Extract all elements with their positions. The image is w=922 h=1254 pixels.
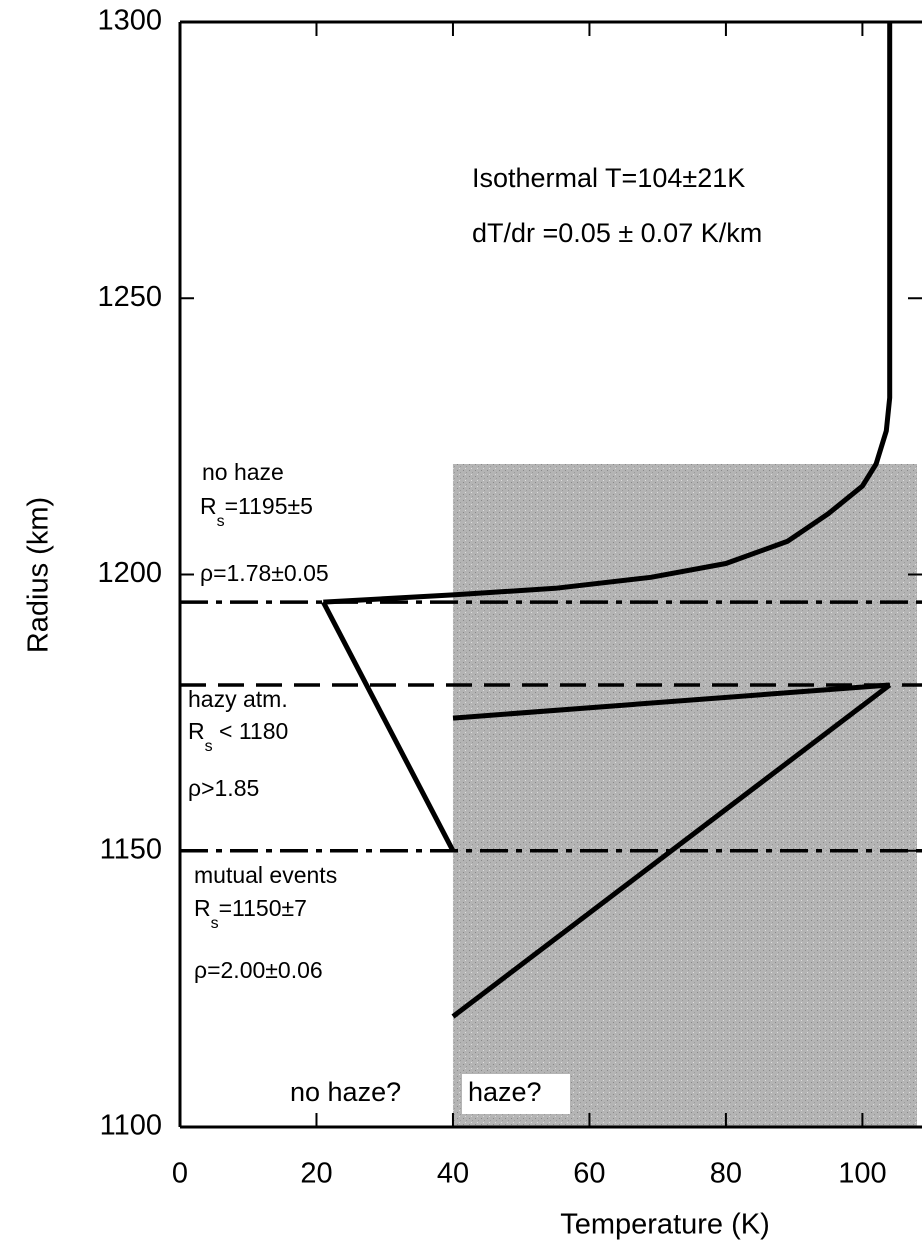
- annotation: ρ>1.85: [188, 775, 259, 801]
- annotation-rest: < 1180: [213, 718, 289, 744]
- x-tick-label: 100: [838, 1158, 886, 1190]
- annotation: Rs < 1180: [188, 718, 288, 755]
- annotation: no haze: [202, 459, 284, 485]
- annotation-text: no haze: [202, 459, 284, 485]
- annotation: mutual events: [194, 862, 337, 888]
- annotation: Isothermal T=104±21K: [472, 163, 745, 193]
- y-tick-label: 1200: [97, 557, 162, 589]
- annotation: haze?: [468, 1077, 542, 1107]
- annotation-subscript: s: [217, 513, 225, 530]
- annotation-text: hazy atm.: [188, 686, 288, 712]
- profile-line: [321, 600, 456, 852]
- annotation: Rs=1195±5: [200, 493, 313, 530]
- annotation: Rs=1150±7: [194, 895, 307, 932]
- annotation-text: Isothermal T=104±21K: [472, 163, 745, 193]
- x-tick-label: 20: [300, 1158, 332, 1190]
- profile-line: [323, 22, 893, 605]
- y-tick-label: 1150: [100, 833, 162, 865]
- annotation-subscript: s: [205, 738, 213, 755]
- annotation-text: no haze?: [290, 1077, 401, 1107]
- x-axis-label: Temperature (K): [560, 1209, 770, 1241]
- annotation-text: dT/dr =0.05 ± 0.07 K/km: [472, 218, 762, 248]
- x-tick-label: 80: [710, 1158, 742, 1190]
- annotation: ρ=2.00±0.06: [194, 957, 323, 983]
- annotation: hazy atm.: [188, 686, 288, 712]
- y-tick-label: 1250: [97, 281, 162, 313]
- haze-texture: [452, 464, 917, 1127]
- annotation-text: R: [194, 895, 211, 921]
- annotation-text: haze?: [468, 1077, 542, 1107]
- annotation-text: ρ>1.85: [188, 775, 259, 801]
- annotation-text: R: [200, 493, 217, 519]
- annotation-text: R: [188, 718, 205, 744]
- profile-line: [451, 683, 892, 1019]
- y-tick-label: 1100: [100, 1110, 162, 1142]
- annotation-rest: =1150±7: [219, 895, 307, 921]
- x-tick-label: 40: [437, 1158, 469, 1190]
- annotation: no haze?: [290, 1077, 401, 1107]
- x-tick-label: 60: [573, 1158, 605, 1190]
- label-background: [462, 1074, 570, 1114]
- y-axis-label: Radius (km): [23, 497, 55, 653]
- annotation: dT/dr =0.05 ± 0.07 K/km: [472, 218, 762, 248]
- annotation: ρ=1.78±0.05: [200, 560, 329, 586]
- annotation-rest: =1195±5: [225, 493, 313, 519]
- profile-line: [452, 682, 890, 721]
- annotation-text: ρ=1.78±0.05: [200, 560, 329, 586]
- annotation-text: ρ=2.00±0.06: [194, 957, 323, 983]
- x-tick-label: 0: [172, 1158, 188, 1190]
- annotation-text: mutual events: [194, 862, 337, 888]
- y-tick-label: 1300: [97, 5, 162, 37]
- annotation-subscript: s: [211, 915, 219, 932]
